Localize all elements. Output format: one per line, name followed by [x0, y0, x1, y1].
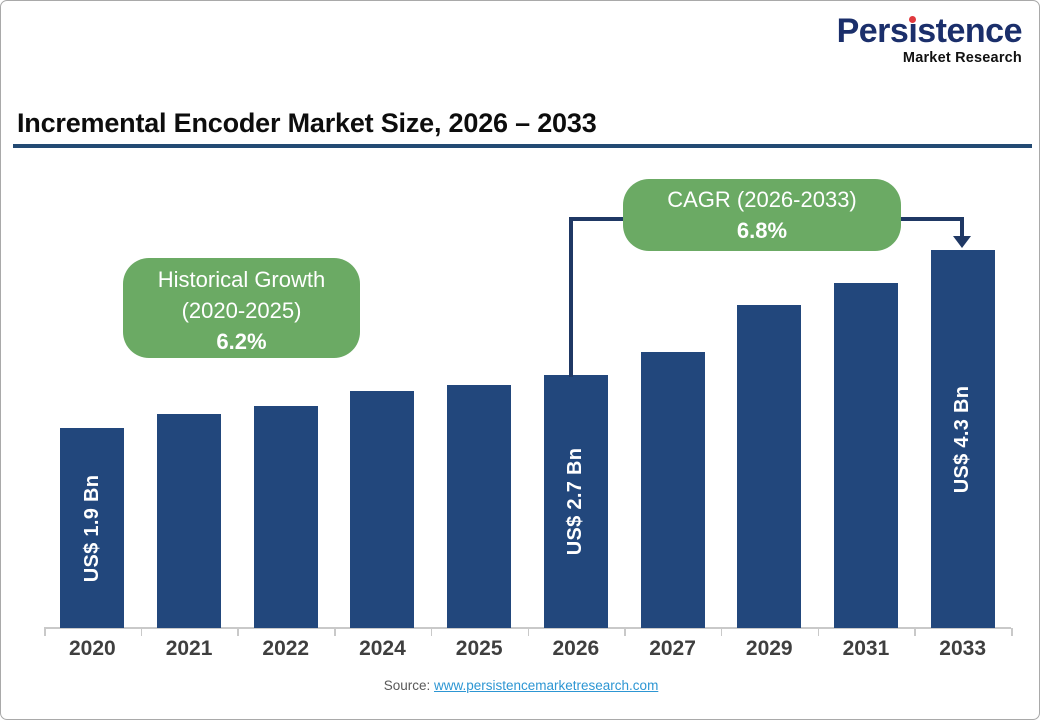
bar-value-label-2026: US$ 2.7 Bn — [564, 447, 587, 556]
logo-red-dot-icon — [909, 16, 917, 23]
bar-2021 — [157, 414, 222, 628]
page-title: Incremental Encoder Market Size, 2026 – … — [17, 108, 597, 138]
bar-2024 — [350, 391, 415, 628]
x-axis-tick — [237, 628, 239, 636]
cagr-connector-left-vertical — [569, 217, 573, 377]
x-axis-tick — [44, 628, 46, 636]
x-axis-tick — [334, 628, 336, 636]
x-axis-tick — [527, 628, 529, 636]
x-axis-tick — [430, 628, 433, 636]
x-axis-tick — [140, 628, 143, 636]
historical-growth-callout: Historical Growth (2020-2025) 6.2% — [123, 258, 360, 358]
x-axis-tick — [817, 628, 820, 636]
historical-growth-value: 6.2% — [216, 329, 267, 354]
historical-growth-line2: (2020-2025) — [181, 298, 302, 323]
x-axis-tick — [914, 628, 916, 636]
x-axis-tick — [1011, 628, 1013, 636]
historical-growth-line1: Historical Growth — [157, 267, 326, 292]
logo-text-before: Pers — [836, 12, 909, 50]
x-axis-label-2022: 2022 — [262, 637, 310, 660]
cagr-value: 6.8% — [736, 218, 788, 243]
x-axis-tick — [720, 628, 723, 636]
pmr-logo-wordmark: Persı stence — [836, 12, 1023, 50]
title-underline — [13, 144, 1032, 148]
bar-2029 — [737, 305, 802, 628]
cagr-connector-right-horizontal — [899, 217, 964, 221]
pmr-logo: Persı stence Market Research — [836, 12, 1023, 66]
bar-2026: US$ 2.7 Bn — [543, 375, 608, 628]
x-axis-label-2024: 2024 — [359, 637, 406, 660]
logo-text-after: stence — [917, 12, 1022, 50]
bar-2031 — [833, 283, 898, 628]
x-axis-label-2026: 2026 — [552, 637, 600, 660]
pmr-logo-subtitle: Market Research — [902, 50, 1022, 66]
cagr-connector-right-vertical — [960, 217, 964, 237]
bar-value-label-2020: US$ 1.9 Bn — [80, 474, 103, 582]
cagr-line1: CAGR (2026-2033) — [667, 187, 857, 212]
x-axis-tick — [624, 628, 626, 636]
x-axis-label-2033: 2033 — [939, 637, 986, 660]
bar-2027 — [640, 352, 705, 628]
bar-2025 — [447, 385, 512, 628]
logo-red-dot-i: ı — [908, 12, 918, 50]
x-axis-label-2025: 2025 — [455, 637, 503, 660]
bar-2022 — [253, 406, 318, 628]
source-link[interactable]: www.persistencemarketresearch.com — [433, 678, 659, 693]
cagr-callout: CAGR (2026-2033) 6.8% — [623, 179, 901, 251]
cagr-arrow-down-icon — [953, 236, 971, 248]
x-axis-label-2029: 2029 — [745, 637, 793, 660]
bar-2020: US$ 1.9 Bn — [60, 428, 125, 628]
cagr-connector-left-horizontal — [569, 217, 625, 221]
bar-value-label-2033: US$ 4.3 Bn — [951, 385, 974, 493]
source-line: Source: www.persistencemarketresearch.co… — [1, 678, 1040, 693]
source-prefix: Source: — [383, 678, 431, 693]
x-axis-label-2031: 2031 — [842, 637, 890, 660]
x-axis-label-2020: 2020 — [68, 637, 116, 660]
x-axis-label-2021: 2021 — [165, 637, 213, 660]
x-axis-label-2027: 2027 — [649, 637, 696, 660]
bar-2033: US$ 4.3 Bn — [930, 250, 995, 628]
